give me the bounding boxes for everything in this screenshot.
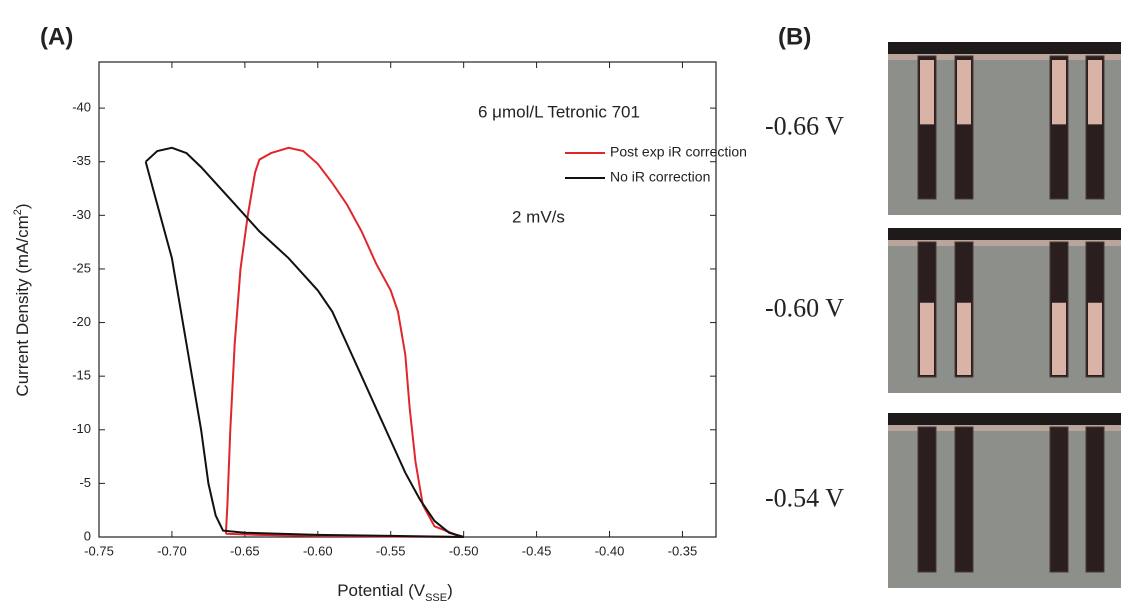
- axis-label-part: ): [13, 203, 32, 209]
- surface-layer: [888, 425, 1121, 431]
- trench: [1085, 426, 1105, 573]
- x-tick-label: -0.35: [668, 543, 698, 558]
- surface-layer: [888, 54, 1121, 60]
- trench: [954, 426, 974, 573]
- copper-fill: [1052, 302, 1066, 375]
- panel-label: (B): [778, 23, 811, 50]
- y-tick-label: -40: [72, 100, 91, 115]
- copper-fill: [1088, 302, 1102, 375]
- x-tick-label: -0.45: [522, 543, 552, 558]
- micrograph-label: -0.66 V: [765, 111, 844, 140]
- y-tick-label: -20: [72, 314, 91, 329]
- legend-label: Post exp iR correction: [610, 144, 747, 160]
- y-tick-label: -30: [72, 207, 91, 222]
- axis-label-part: SSE: [425, 592, 447, 604]
- surface-layer: [888, 228, 1121, 240]
- copper-fill: [1052, 60, 1066, 125]
- y-tick-label: -10: [72, 421, 91, 436]
- axis-label-part: Current Density (mA/cm: [13, 215, 32, 396]
- micrograph-label: -0.60 V: [765, 293, 844, 322]
- plot-frame: [98, 61, 717, 538]
- copper-fill: [1088, 60, 1102, 125]
- copper-fill: [957, 60, 971, 125]
- axis-label-part: ): [447, 581, 453, 600]
- annotation: 2 mV/s: [512, 207, 565, 226]
- data-line: [144, 146, 464, 538]
- x-tick-label: -0.60: [303, 543, 333, 558]
- trench: [1049, 426, 1069, 573]
- data-line: [224, 146, 464, 538]
- surface-layer: [888, 240, 1121, 246]
- x-tick-label: -0.75: [84, 543, 114, 558]
- x-tick-label: -0.50: [449, 543, 479, 558]
- copper-fill: [957, 302, 971, 375]
- axis-label-part: Potential (V: [337, 581, 426, 600]
- legend-label: No iR correction: [610, 169, 710, 185]
- y-tick-label: -25: [72, 260, 91, 275]
- x-axis-label: Potential (VSSE): [337, 581, 453, 603]
- copper-fill: [920, 302, 934, 375]
- panel-label: (A): [40, 23, 73, 50]
- y-tick-label: -5: [79, 475, 91, 490]
- surface-layer: [888, 413, 1121, 425]
- plot: -0.75 -0.70 -0.65 -0.60 -0.55 -0.50 -0.45 -0.40…: [12, 61, 747, 604]
- x-tick-label: -0.70: [157, 543, 187, 558]
- x-tick-label: -0.40: [595, 543, 625, 558]
- micrograph-label: -0.54 V: [765, 483, 844, 512]
- trench: [917, 426, 937, 573]
- y-axis-label: Current Density (mA/cm2): [12, 203, 33, 396]
- surface-layer: [888, 42, 1121, 54]
- copper-fill: [920, 60, 934, 125]
- x-tick-label: -0.55: [376, 543, 406, 558]
- annotation: 6 μmol/L Tetronic 701: [478, 102, 640, 121]
- axis-label-part: 2: [12, 209, 24, 215]
- y-tick-label: -35: [72, 153, 91, 168]
- y-tick-label: 0: [84, 528, 91, 543]
- x-tick-label: -0.65: [230, 543, 260, 558]
- y-tick-label: -15: [72, 368, 91, 383]
- micrographs: -0.66 V -0.60 V -0.54 V: [765, 42, 1121, 588]
